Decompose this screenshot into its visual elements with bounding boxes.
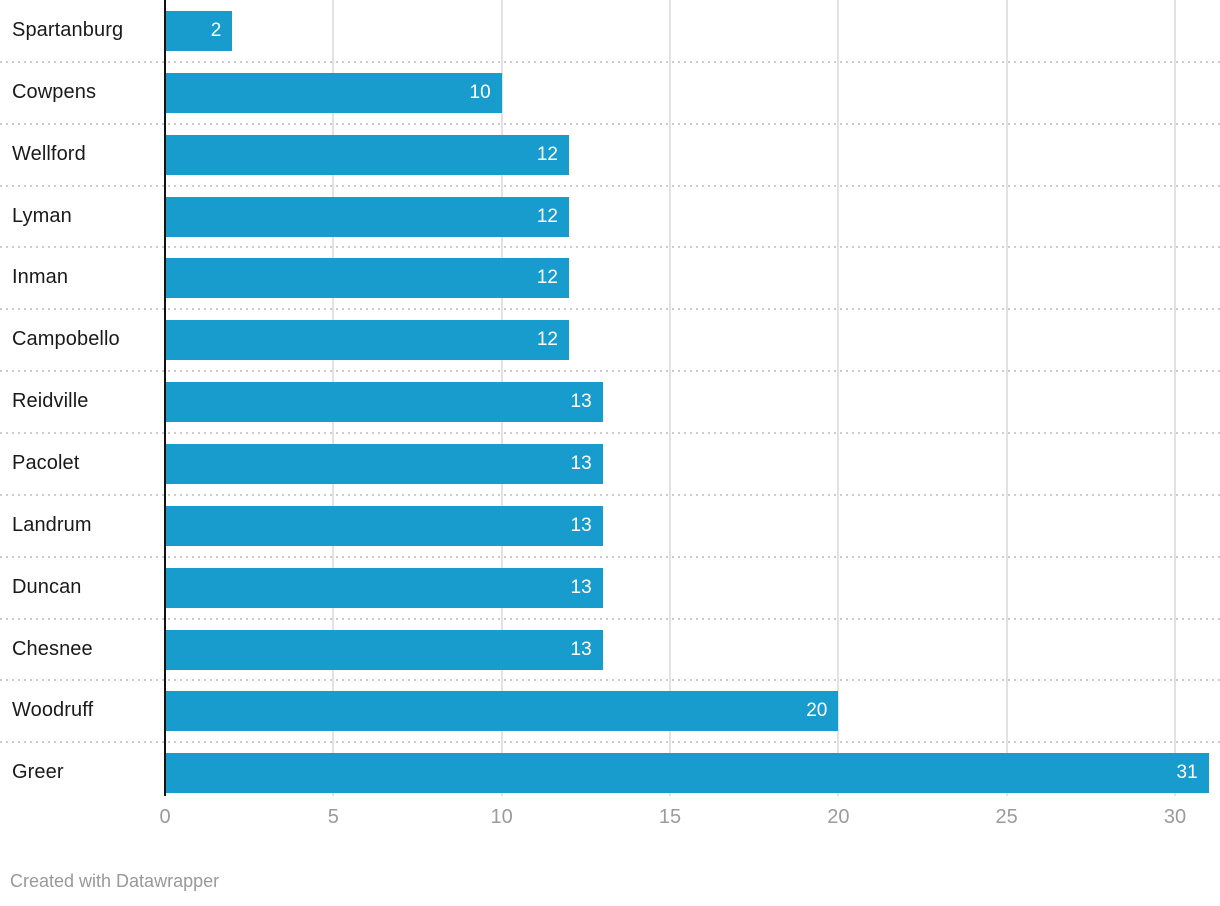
value-label: 12: [536, 329, 558, 351]
row-separator-line: [0, 431, 1220, 434]
category-label: Reidville: [12, 390, 89, 413]
bar[interactable]: 12: [166, 258, 569, 299]
bar-row: Inman 12: [0, 246, 1220, 309]
value-label: 20: [806, 700, 828, 722]
datawrapper-credit-link[interactable]: Created with Datawrapper: [10, 871, 220, 891]
bar[interactable]: 10: [166, 72, 502, 113]
bar-row: Landrum 13: [0, 493, 1220, 557]
row-separator-line: [0, 370, 1220, 373]
row-separator-line: [0, 60, 1220, 63]
category-label: Pacolet: [12, 451, 80, 474]
bar[interactable]: 13: [166, 382, 603, 423]
bar-row: Campobello 12: [0, 308, 1220, 371]
value-label: 13: [570, 391, 592, 413]
category-label: Duncan: [12, 575, 82, 598]
row-separator-line: [0, 617, 1220, 620]
value-label: 13: [570, 576, 592, 598]
x-tick-label: 30: [1163, 806, 1187, 828]
bar-row: Woodruff 20: [0, 679, 1220, 742]
value-label: 2: [210, 20, 222, 41]
category-label: Spartanburg: [12, 19, 124, 41]
value-label: 13: [570, 514, 592, 536]
value-label: 12: [536, 267, 558, 289]
bar-row: Cowpens 10: [0, 60, 1220, 124]
bar-row: Reidville 13: [0, 370, 1220, 433]
x-axis: 0 5 10 15 20 25 30: [0, 803, 1220, 831]
plot-area: Spartanburg 2 Cowpens 10 Wellford 12 Lyman 12 In…: [0, 0, 1220, 796]
bar[interactable]: 2: [166, 11, 233, 51]
bar-row: Greer 31: [0, 741, 1220, 804]
category-label: Landrum: [12, 513, 92, 536]
vertical-gridline: [1005, 0, 1008, 796]
x-tick-label: 0: [159, 806, 171, 828]
row-separator-line: [0, 246, 1220, 249]
category-label: Chesnee: [12, 637, 93, 660]
zero-axis-line: [164, 0, 166, 796]
bar[interactable]: 13: [166, 505, 603, 546]
value-label: 12: [536, 143, 558, 165]
value-label: 13: [570, 638, 592, 660]
value-label: 12: [536, 205, 558, 227]
row-separator-line: [0, 555, 1220, 558]
x-tick-label: 25: [995, 806, 1018, 828]
bar[interactable]: 13: [166, 567, 603, 608]
x-tick-label: 15: [658, 806, 682, 828]
bar[interactable]: 13: [166, 443, 603, 484]
category-label: Campobello: [12, 328, 120, 351]
category-label: Woodruff: [12, 699, 94, 722]
bar-row: Duncan 13: [0, 555, 1220, 619]
row-separator-line: [0, 741, 1220, 744]
bar-row: Pacolet 13: [0, 431, 1220, 495]
bar[interactable]: 12: [166, 134, 569, 175]
bar[interactable]: 31: [166, 753, 1209, 794]
vertical-gridline: [1174, 0, 1176, 796]
row-separator-line: [0, 679, 1220, 682]
x-tick-label: 20: [827, 806, 850, 828]
bar[interactable]: 13: [166, 629, 603, 670]
bar-row: Chesnee 13: [0, 617, 1220, 681]
vertical-gridline: [837, 0, 840, 796]
row-separator-line: [0, 308, 1220, 311]
bar[interactable]: 20: [166, 691, 839, 732]
row-separator-line: [0, 493, 1220, 496]
row-separator-line: [0, 184, 1220, 187]
x-tick-label: 5: [327, 806, 339, 828]
bar-row: Spartanburg 2: [0, 0, 1220, 62]
bar-row: Wellford 12: [0, 122, 1220, 186]
bar[interactable]: 12: [166, 320, 569, 361]
value-label: 31: [1176, 762, 1198, 784]
category-label: Inman: [12, 266, 69, 289]
row-separator-line: [0, 122, 1220, 125]
x-tick-label: 10: [490, 806, 513, 828]
category-label: Wellford: [12, 142, 86, 165]
bar-row: Lyman 12: [0, 184, 1220, 248]
bar[interactable]: 12: [166, 196, 569, 237]
category-label: Greer: [12, 761, 64, 784]
category-label: Cowpens: [12, 80, 97, 103]
value-label: 13: [570, 452, 592, 474]
value-label: 10: [469, 81, 491, 103]
vertical-gridline: [669, 0, 671, 796]
category-label: Lyman: [12, 204, 72, 227]
